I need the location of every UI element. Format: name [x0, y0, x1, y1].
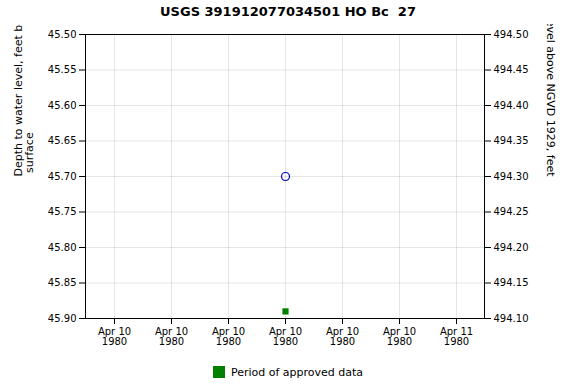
html-text:Period of approved data: Period of approved data — [230, 365, 364, 379]
svg-text:Apr 101980: Apr 101980 — [269, 326, 302, 347]
svg-text:45.85: 45.85 — [48, 277, 77, 288]
svg-text:Apr 101980: Apr 101980 — [155, 326, 188, 347]
svg-text:494.50: 494.50 — [494, 29, 529, 40]
svg-text:494.35: 494.35 — [494, 135, 529, 146]
svg-text:45.50: 45.50 — [48, 29, 77, 40]
svg-text:45.55: 45.55 — [48, 64, 77, 75]
svg-text:494.45: 494.45 — [494, 64, 529, 75]
svg-text:Apr 111980: Apr 111980 — [440, 326, 473, 347]
svg-text:45.80: 45.80 — [48, 242, 77, 253]
svg-text:Apr 101980: Apr 101980 — [212, 326, 245, 347]
svg-text:45.90: 45.90 — [48, 313, 77, 324]
svg-text:494.15: 494.15 — [494, 277, 529, 288]
svg-text:Apr 101980: Apr 101980 — [383, 326, 416, 347]
svg-text:45.75: 45.75 — [48, 206, 77, 217]
svg-text:45.70: 45.70 — [48, 171, 77, 182]
svg-text:494.20: 494.20 — [494, 242, 529, 253]
svg-text:494.25: 494.25 — [494, 206, 529, 217]
svg-text:494.40: 494.40 — [494, 100, 529, 111]
svg-text:45.65: 45.65 — [48, 135, 77, 146]
svg-text:45.60: 45.60 — [48, 100, 77, 111]
svg-text:Groundwater level above NGVD 1: Groundwater level above NGVD 1929, feet — [544, 24, 557, 177]
svg-text:494.30: 494.30 — [494, 171, 529, 182]
svg-text:Apr 101980: Apr 101980 — [98, 326, 131, 347]
svg-text:Apr 101980: Apr 101980 — [326, 326, 359, 347]
svg-text:494.10: 494.10 — [494, 313, 529, 324]
html-text:USGS 391912077034501 HO Bc 27: USGS 391912077034501 HO Bc 27 — [160, 4, 416, 19]
svg-text:Depth to water level, feet bel: Depth to water level, feet below land su… — [12, 24, 36, 177]
